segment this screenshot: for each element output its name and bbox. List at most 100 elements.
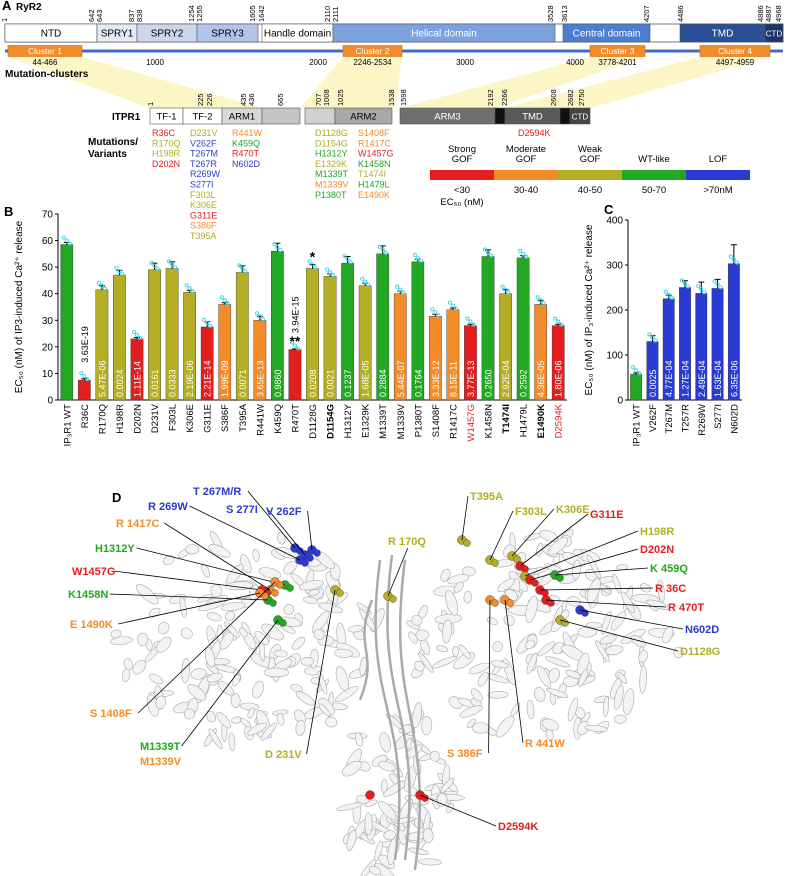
protein-helix <box>431 655 458 669</box>
protein-helix <box>260 722 277 741</box>
protein-helix <box>603 695 610 717</box>
replicate-dot <box>524 254 529 259</box>
boundary-label: 3613 <box>560 5 569 22</box>
x-tick-label: H1312Y <box>343 403 354 438</box>
replicate-dot <box>170 262 175 267</box>
protein-helix <box>525 595 538 623</box>
protein-helix <box>495 715 515 738</box>
replicate-dot <box>240 266 245 271</box>
protein-helix <box>276 532 286 545</box>
protein-helix <box>137 632 149 646</box>
mutation-label: H1312Y <box>95 543 135 555</box>
mutation-label: M1339T <box>140 741 181 753</box>
mutation-site <box>306 554 314 562</box>
p-value-label: 0.9860 <box>273 369 283 397</box>
ryr2-domain-label: SPRY1 <box>101 29 134 40</box>
variant-label: S386F <box>190 221 217 231</box>
variant-label: F303L <box>190 190 216 200</box>
variant-label: M1339T <box>315 169 349 179</box>
protein-helix <box>364 812 373 836</box>
ryr2-domain-label: Handle domain <box>264 29 331 40</box>
replicate-dot <box>647 332 652 337</box>
p-value-label: 2.21E-14 <box>203 360 213 397</box>
mutation-site <box>556 574 564 582</box>
protein-helix <box>617 672 628 684</box>
replicate-dot <box>243 269 248 274</box>
protein-helix <box>239 627 248 638</box>
mutation-site <box>286 584 294 592</box>
protein-helix <box>197 594 214 603</box>
protein-helix <box>225 611 236 621</box>
leader-line <box>488 599 491 754</box>
boundary-label: 665 <box>276 93 285 106</box>
cluster-range: 3778-4201 <box>598 58 637 67</box>
clusters-title: Mutation-clusters <box>5 69 89 80</box>
leader-line <box>307 510 313 551</box>
ryr2-domain-label: Central domain <box>573 29 641 40</box>
protein-helix <box>599 634 617 645</box>
cluster-box <box>7 45 83 57</box>
cluster-range: 4497-4959 <box>716 58 755 67</box>
replicate-dot <box>131 329 137 334</box>
ryr2-domain-label: NTD <box>41 29 62 40</box>
x-tick-label: S277I <box>713 404 724 429</box>
replicate-dot <box>289 340 294 345</box>
mutation-site <box>531 579 539 587</box>
itpr1-domain-label: TMD <box>522 112 543 123</box>
mutation-label: E 1490K <box>70 619 113 631</box>
protein-helix <box>378 761 397 772</box>
replicate-dot <box>699 287 704 292</box>
itpr1-domain <box>304 107 336 125</box>
cluster-name: Cluster 1 <box>28 46 62 56</box>
mutation-label: R 170Q <box>388 536 426 548</box>
protein-helix <box>536 665 552 688</box>
leader-line <box>163 522 271 591</box>
legend-label: GOF <box>516 154 537 165</box>
p-value-label: 3.77E-13 <box>466 360 476 397</box>
protein-helix <box>204 647 216 668</box>
legend-swatch <box>686 170 750 180</box>
boundary-label: 2608 <box>549 89 558 106</box>
protein-helix <box>539 529 559 542</box>
replicate-dot <box>64 238 69 243</box>
mutation-site <box>463 539 471 547</box>
replicate-dot <box>482 247 488 252</box>
replicate-dot <box>471 322 476 327</box>
leader-line <box>247 490 296 549</box>
cluster-name: Cluster 3 <box>600 46 634 56</box>
legend-range: 40-50 <box>578 185 602 196</box>
ryr2-domain-label: Helical domain <box>411 29 477 40</box>
protein-helix <box>157 621 170 635</box>
variant-label: S1408F <box>358 128 390 138</box>
significance-mark: ** <box>289 333 300 349</box>
itpr1-domain <box>569 107 591 125</box>
x-tick-label: T267M <box>664 404 675 434</box>
variant-label: E1490K <box>358 190 390 200</box>
protein-helix <box>110 636 133 646</box>
protein-helix <box>621 591 635 614</box>
p-value-label: 0.0021 <box>326 369 336 397</box>
p-value-label: 5.44E-07 <box>396 360 406 397</box>
protein-strand <box>386 554 411 861</box>
replicate-dot <box>363 279 368 284</box>
x-tick-label: IP₃R1 WT <box>62 404 73 447</box>
ryr2-domain <box>196 23 259 43</box>
cluster-name: Cluster 4 <box>718 46 752 56</box>
variants-title: Mutations/ <box>88 137 138 148</box>
protein-helix <box>298 580 324 591</box>
itpr1-domain <box>261 107 301 125</box>
legend-label: GOF <box>452 154 473 165</box>
replicate-dot <box>401 290 406 295</box>
protein-helix <box>254 630 269 646</box>
replicate-dot <box>650 335 655 340</box>
p-value-label: 3.63E-19 <box>80 326 90 363</box>
replicate-dot <box>342 254 347 259</box>
protein-helix <box>452 645 459 657</box>
bar <box>60 244 74 401</box>
protein-helix <box>546 688 569 698</box>
leader-line <box>579 609 684 630</box>
replicate-dot <box>345 257 350 262</box>
boundary-label: 2110 <box>323 6 332 22</box>
mutation-label: V 262F <box>266 506 302 518</box>
variants-title: Variants <box>88 149 127 160</box>
